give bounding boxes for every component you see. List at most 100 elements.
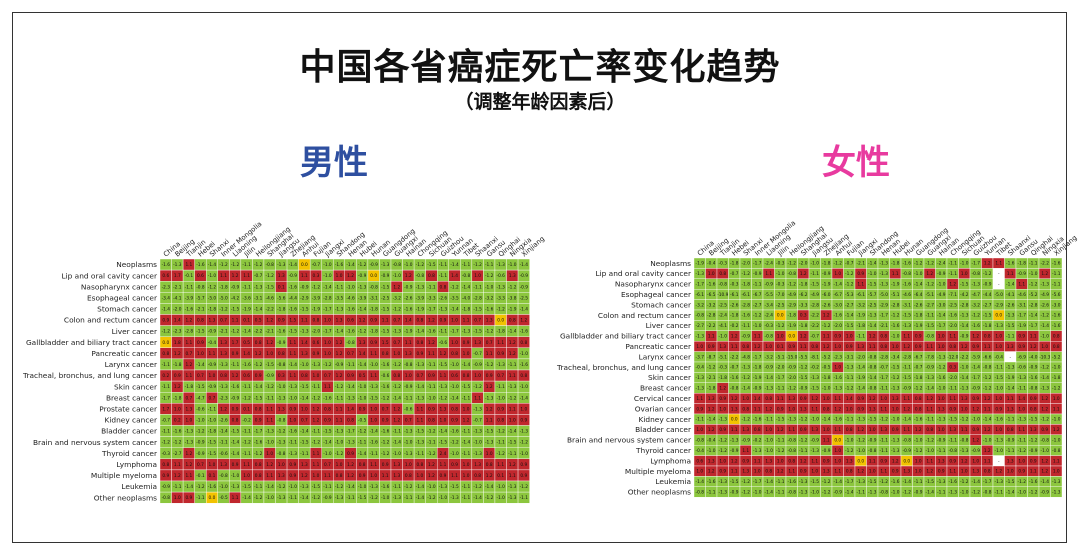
female-cell-value: -0.7 xyxy=(730,271,739,277)
female-cell-value: -6.9 xyxy=(1018,354,1027,360)
male-cell-value: 0.7 xyxy=(393,318,400,324)
female-panel-label: 女性 xyxy=(822,143,890,183)
female-cell-value: -1.1 xyxy=(811,271,820,277)
female-cell-value: -0.7 xyxy=(730,365,739,371)
male-cell-value: -1.1 xyxy=(520,495,529,501)
female-cell-value: -1.4 xyxy=(903,479,912,485)
female-cell-value: -1.3 xyxy=(730,438,739,444)
female-cell-value: -2.2 xyxy=(811,323,820,329)
female-cell-value: -5.1 xyxy=(776,354,785,360)
female-cell-value: 1.1 xyxy=(1007,396,1014,402)
male-cell-value: -1.6 xyxy=(323,395,332,401)
male-cell-value: -1.1 xyxy=(242,284,251,290)
female-cell-value: -0.9 xyxy=(937,271,946,277)
male-cell-value: 1.0 xyxy=(405,462,412,468)
male-cell-value: -1.5 xyxy=(450,484,459,490)
female-cell-value: -1.2 xyxy=(1029,438,1038,444)
male-cell-value: -1.5 xyxy=(266,362,275,368)
female-cell-value: -0.3 xyxy=(776,261,785,267)
male-cell-value: -1.3 xyxy=(439,484,448,490)
male-cell-value: -1.5 xyxy=(427,262,436,268)
male-cell-value: 0.2 xyxy=(174,417,181,423)
female-cell-value: 1.3 xyxy=(949,427,956,433)
male-cell-value: -2.0 xyxy=(173,306,182,312)
female-cell-value: 0.9 xyxy=(719,427,726,433)
male-cell-value: -0.8 xyxy=(346,340,355,346)
male-cell-value: -1.3 xyxy=(358,284,367,290)
male-cell-value: 1.0 xyxy=(243,473,250,479)
female-cell-value: 0.9 xyxy=(800,396,807,402)
male-cell-value: -1.6 xyxy=(520,362,529,368)
male-cell-value: 0.0 xyxy=(497,318,504,324)
male-cell-value: 1.4 xyxy=(451,273,458,279)
male-cell-value: 1.2 xyxy=(336,351,343,357)
male-cell-value: 1.0 xyxy=(370,406,377,412)
male-cell-value: -1.0 xyxy=(208,273,217,279)
female-cell-value: -1.5 xyxy=(799,375,808,381)
female-cell-value: -3.2 xyxy=(972,302,981,308)
male-cell-value: -1.2 xyxy=(266,273,275,279)
male-cell-value: -1.0 xyxy=(427,484,436,490)
female-cell-value: -1.4 xyxy=(914,282,923,288)
female-cell-value: -1.2 xyxy=(937,365,946,371)
female-cell-value: 0.0 xyxy=(834,438,841,444)
female-cell-value: -1.9 xyxy=(857,375,866,381)
female-cell-value: 1.1 xyxy=(731,344,738,350)
female-cell-value: -1.2 xyxy=(788,386,797,392)
female-cell-value: -1.7 xyxy=(972,375,981,381)
male-cell-value: 1.3 xyxy=(301,462,308,468)
female-cell-value: -5.6 xyxy=(1052,292,1061,298)
male-cell-value: 2.4 xyxy=(440,451,447,457)
male-cell-value: 0.7 xyxy=(324,373,331,379)
male-cell-value: 0.9 xyxy=(232,351,239,357)
female-cell-value: -2.8 xyxy=(960,302,969,308)
female-cell-value: 0.9 xyxy=(938,469,945,475)
female-cell-value: 0.9 xyxy=(708,344,715,350)
female-cell-value: -1.2 xyxy=(788,261,797,267)
female-cell-value: -1.0 xyxy=(1018,490,1027,496)
male-cell-value: -3.9 xyxy=(358,295,367,301)
female-cell-value: 1.2 xyxy=(708,469,715,475)
female-cell-value: 1.0 xyxy=(938,427,945,433)
female-cell-value: -2.2 xyxy=(707,323,716,329)
male-cell-value: 0.8 xyxy=(509,318,516,324)
female-cell-value: -1.2 xyxy=(903,490,912,496)
male-cell-value: -1.2 xyxy=(427,451,436,457)
male-cell-value: 1.3 xyxy=(209,318,216,324)
female-cell-value: -1.0 xyxy=(960,261,969,267)
male-cell-value: -1.4 xyxy=(231,451,240,457)
female-cell-value: 1.0 xyxy=(811,469,818,475)
female-cell-value: -0.8 xyxy=(983,490,992,496)
female-cell-value: -0.8 xyxy=(903,271,912,277)
female-cell-value: -1.8 xyxy=(730,313,739,319)
female-cell-value: 1.1 xyxy=(742,448,749,454)
female-cell-value: 1.1 xyxy=(788,427,795,433)
male-cell-value: -1.3 xyxy=(416,284,425,290)
male-cell-value: -1.2 xyxy=(231,262,240,268)
female-cell-value: -0.9 xyxy=(753,386,762,392)
female-cell-value: -1.0 xyxy=(719,334,728,340)
female-cell-value: 1.2 xyxy=(777,427,784,433)
female-cell-value: -0.8 xyxy=(868,386,877,392)
male-cell-value: -1.2 xyxy=(162,440,171,446)
female-cell-value: -1.4 xyxy=(983,417,992,423)
female-cell-value: -1.3 xyxy=(1052,479,1061,485)
female-cell-value: -6.7 xyxy=(914,354,923,360)
female-cell-value: -0.9 xyxy=(765,282,774,288)
male-cell-value: -1.4 xyxy=(393,395,402,401)
male-cell-value: -1.1 xyxy=(196,495,205,501)
female-cell-value: -5.2 xyxy=(822,354,831,360)
male-cell-value: -1.4 xyxy=(162,306,171,312)
male-cell-value: 1.1 xyxy=(463,318,470,324)
male-cell-value: -1.3 xyxy=(462,329,471,335)
female-cell-value: -1.3 xyxy=(1018,375,1027,381)
female-cell-value: -2.5 xyxy=(776,302,785,308)
male-cell-value: -3.6 xyxy=(242,295,251,301)
male-cell-value: -1.9 xyxy=(312,306,321,312)
male-cell-value: -2.0 xyxy=(312,329,321,335)
female-cell-value: -1.8 xyxy=(730,261,739,267)
female-cell-value: -1.3 xyxy=(696,386,705,392)
female-cell-value: 1.0 xyxy=(880,396,887,402)
male-cell-value: -1.3 xyxy=(508,495,517,501)
male-cell-value: 1.1 xyxy=(266,473,273,479)
